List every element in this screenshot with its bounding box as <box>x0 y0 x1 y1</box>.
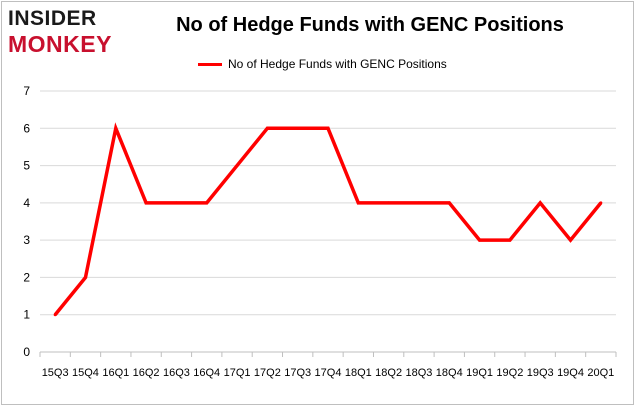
x-tick-label: 19Q3 <box>527 367 554 379</box>
data-point <box>538 201 542 205</box>
logo-line-1: INSIDER <box>8 7 97 30</box>
y-tick-label: 1 <box>23 308 30 322</box>
x-tick-label: 16Q4 <box>193 367 220 379</box>
data-point <box>508 238 512 242</box>
data-point <box>235 164 239 168</box>
x-tick-label: 15Q3 <box>42 367 69 379</box>
data-point <box>83 275 87 279</box>
data-point <box>174 201 178 205</box>
x-tick-label: 17Q3 <box>284 367 311 379</box>
chart-legend: No of Hedge Funds with GENC Positions <box>198 56 447 72</box>
data-point <box>265 126 269 130</box>
x-tick-label: 18Q3 <box>405 367 432 379</box>
x-tick-label: 20Q1 <box>587 367 614 379</box>
data-point <box>53 313 57 317</box>
y-tick-label: 2 <box>23 270 30 284</box>
data-point <box>144 201 148 205</box>
insider-monkey-logo: INSIDER MONKEY <box>8 7 120 57</box>
x-tick-label: 19Q1 <box>466 367 493 379</box>
y-tick-label: 0 <box>23 345 30 359</box>
data-point <box>569 238 573 242</box>
data-point <box>326 126 330 130</box>
x-tick-label: 18Q2 <box>375 367 402 379</box>
x-tick-label: 17Q2 <box>254 367 281 379</box>
y-tick-label: 4 <box>23 196 30 210</box>
legend-label: No of Hedge Funds with GENC Positions <box>228 57 447 71</box>
x-tick-label: 19Q2 <box>496 367 523 379</box>
data-point <box>114 126 118 130</box>
data-point <box>478 238 482 242</box>
x-tick-label: 18Q4 <box>436 367 463 379</box>
data-point <box>205 201 209 205</box>
y-tick-label: 7 <box>23 84 30 98</box>
logo-line-2: MONKEY <box>8 31 112 57</box>
x-tick-label: 19Q4 <box>557 367 584 379</box>
x-tick-label: 18Q1 <box>345 367 372 379</box>
x-tick-label: 17Q4 <box>315 367 342 379</box>
data-point <box>296 126 300 130</box>
x-tick-label: 16Q2 <box>133 367 160 379</box>
data-point <box>356 201 360 205</box>
x-tick-label: 15Q4 <box>72 367 99 379</box>
y-tick-label: 5 <box>23 159 30 173</box>
data-point <box>447 201 451 205</box>
x-tick-label: 16Q1 <box>102 367 129 379</box>
data-point <box>417 201 421 205</box>
y-tick-label: 3 <box>23 233 30 247</box>
legend-swatch <box>198 62 222 66</box>
data-point <box>599 201 603 205</box>
chart-title: No of Hedge Funds with GENC Positions <box>176 14 564 36</box>
x-tick-label: 17Q1 <box>224 367 251 379</box>
data-point <box>387 201 391 205</box>
series-line <box>53 122 603 316</box>
x-tick-label: 16Q3 <box>163 367 190 379</box>
y-tick-label: 6 <box>23 121 30 135</box>
